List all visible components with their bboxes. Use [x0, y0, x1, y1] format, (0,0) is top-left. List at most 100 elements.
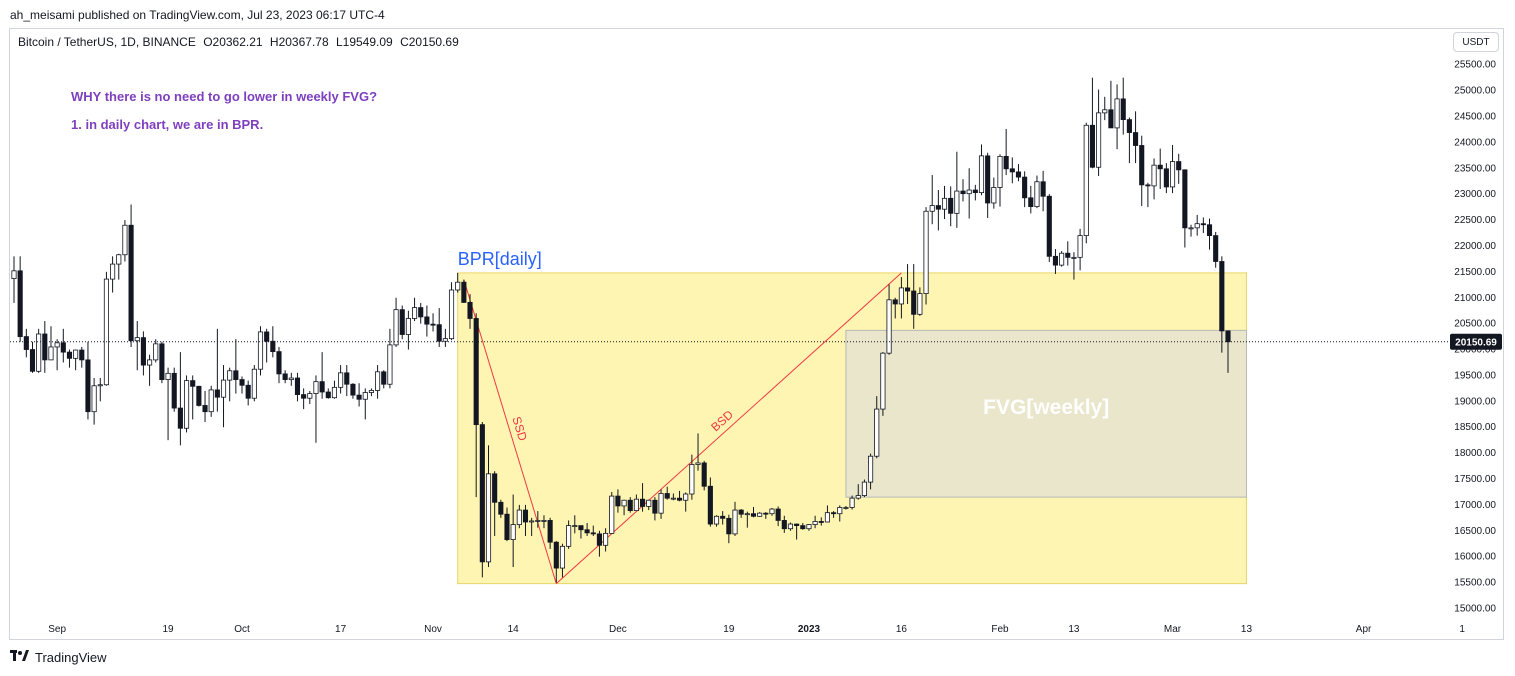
candle [313, 375, 319, 443]
candle [1059, 251, 1065, 267]
candle-body [849, 497, 855, 508]
chart-frame[interactable] [9, 28, 1504, 640]
candle-body [331, 386, 338, 399]
candle-body [412, 307, 418, 319]
time-tick-label: 13 [1241, 624, 1253, 635]
candle-body [1200, 223, 1206, 226]
candle [73, 349, 79, 371]
candle [233, 339, 239, 394]
candle [301, 388, 307, 410]
candle [325, 388, 331, 399]
price-tick-label: 16000.00 [1454, 552, 1496, 563]
candle-body [1188, 227, 1194, 230]
candle [1046, 194, 1052, 263]
candle-body [935, 205, 941, 210]
price-tick-label: 21500.00 [1454, 267, 1496, 278]
candle-body [516, 509, 522, 525]
candle-body [325, 391, 331, 399]
candle [720, 511, 726, 525]
candle-body [1059, 252, 1065, 266]
candle [461, 279, 467, 303]
candle-body [874, 408, 880, 457]
candle [566, 520, 572, 549]
candle-body [972, 189, 978, 194]
candle [1139, 135, 1145, 207]
candle-body [1015, 171, 1022, 178]
candle-body [1028, 197, 1034, 208]
time-tick-label: Apr [1356, 624, 1372, 635]
candle-body [153, 343, 159, 361]
candle-body [615, 495, 621, 507]
symbol-name: Bitcoin / TetherUS, 1D, BINANCE [18, 35, 196, 49]
candle [1120, 77, 1126, 135]
candle-body [1083, 124, 1089, 237]
candle [405, 310, 411, 350]
candle [578, 525, 584, 539]
time-tick-label: Feb [991, 624, 1009, 635]
candle-body [553, 541, 559, 569]
time-tick-label: Sep [48, 624, 66, 635]
candle [960, 179, 966, 202]
price-tick-label: 22000.00 [1454, 241, 1496, 252]
candle [165, 367, 171, 441]
time-tick-label: Mar [1164, 624, 1182, 635]
tradingview-logo[interactable]: TradingView [10, 650, 107, 665]
candle [17, 256, 23, 342]
candle [874, 396, 880, 459]
candle [1108, 80, 1114, 129]
candle-body [1225, 330, 1231, 343]
candle [547, 517, 553, 549]
candle [375, 365, 381, 399]
time-tick-label: 14 [508, 624, 520, 635]
candle-body [23, 336, 29, 350]
candle-body [1145, 184, 1151, 187]
candle [418, 302, 424, 324]
candle-body [670, 497, 676, 500]
candle-body [79, 349, 85, 361]
candle-body [165, 372, 171, 380]
candle [331, 380, 338, 399]
candle [744, 511, 750, 528]
candle [572, 515, 578, 534]
candle [140, 331, 146, 376]
candle-body [338, 372, 344, 388]
candle-body [103, 278, 109, 386]
candle-body [1089, 124, 1095, 168]
candle-body [683, 493, 689, 501]
candle-body [140, 337, 146, 366]
candle [640, 483, 646, 512]
candle [128, 204, 134, 347]
candle-body [566, 525, 572, 547]
price-tick-label: 23500.00 [1454, 163, 1496, 174]
time-tick-label: 16 [896, 624, 908, 635]
candle-body [985, 155, 991, 204]
candle-body [1114, 98, 1120, 129]
candle-body [744, 513, 750, 516]
candle [954, 151, 960, 228]
candle [208, 385, 214, 417]
high-value: H20367.78 [269, 35, 329, 49]
candle-body [97, 384, 103, 387]
symbol-legend: Bitcoin / TetherUS, 1D, BINANCE O20362.2… [18, 35, 463, 49]
candle-body [190, 380, 196, 387]
candle-body [313, 381, 319, 394]
candle [1219, 256, 1225, 353]
candle [1102, 96, 1108, 121]
currency-unit-button[interactable]: USDT [1453, 32, 1499, 52]
candle-body [350, 383, 356, 396]
candle [738, 509, 744, 518]
candle-body [868, 455, 874, 483]
candle [812, 515, 818, 529]
candle-body [85, 359, 91, 413]
candle-body [646, 499, 652, 507]
candle-body [276, 351, 282, 375]
candle [11, 256, 17, 303]
time-tick-label: 13 [1068, 624, 1080, 635]
candle [1034, 175, 1040, 209]
candle [868, 453, 874, 490]
candle-body [264, 331, 270, 342]
trend-line-ssd [463, 279, 557, 584]
candle-body [498, 501, 504, 515]
candle [849, 495, 855, 510]
